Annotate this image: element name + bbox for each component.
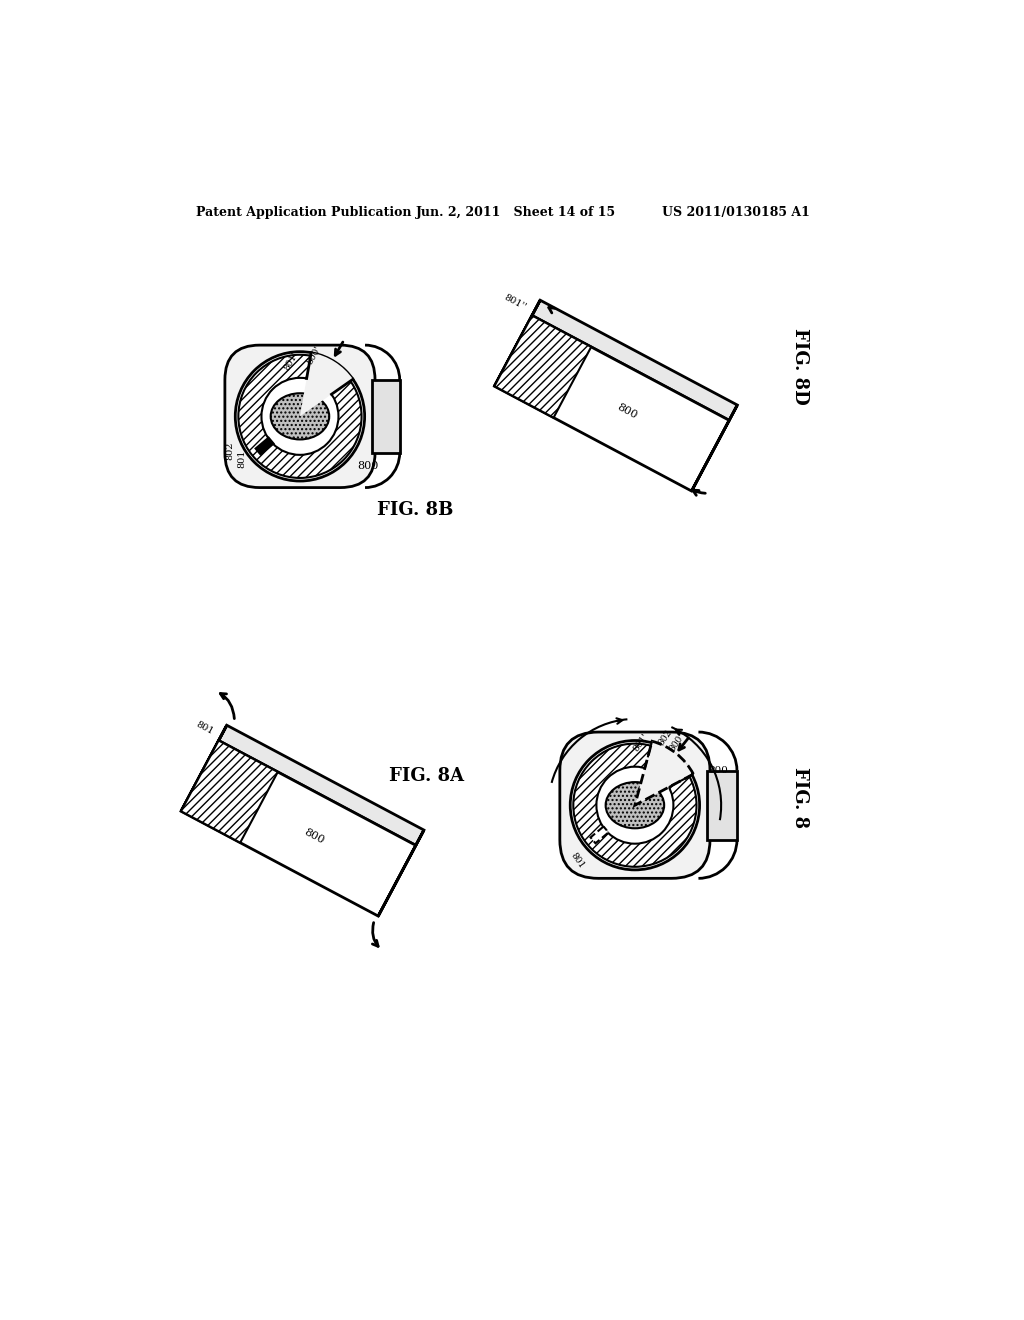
Ellipse shape — [270, 393, 330, 440]
Text: 800: 800 — [708, 766, 728, 775]
Text: 800': 800' — [668, 731, 686, 752]
Polygon shape — [219, 725, 424, 845]
Polygon shape — [256, 438, 273, 454]
Text: 801'': 801'' — [503, 293, 528, 312]
Polygon shape — [691, 405, 737, 491]
Text: FIG. 8D: FIG. 8D — [792, 327, 809, 404]
Text: 801': 801' — [282, 350, 300, 372]
Text: 802: 802 — [225, 442, 234, 461]
Text: 801: 801 — [195, 719, 215, 737]
Polygon shape — [495, 315, 591, 417]
Wedge shape — [635, 742, 693, 805]
Circle shape — [573, 743, 696, 867]
Text: 801': 801' — [632, 731, 650, 752]
Circle shape — [596, 767, 674, 843]
Polygon shape — [495, 315, 729, 491]
Ellipse shape — [605, 781, 665, 829]
Wedge shape — [300, 352, 353, 416]
Circle shape — [261, 378, 339, 455]
Circle shape — [239, 355, 361, 478]
Polygon shape — [707, 771, 737, 840]
Text: FIG. 8: FIG. 8 — [792, 767, 809, 828]
Text: 802: 802 — [656, 729, 674, 747]
Polygon shape — [378, 830, 424, 916]
Text: Patent Application Publication: Patent Application Publication — [196, 206, 412, 219]
Text: 801: 801 — [238, 449, 246, 469]
Text: 801: 801 — [568, 851, 586, 871]
Polygon shape — [181, 741, 416, 916]
Circle shape — [570, 741, 699, 870]
Polygon shape — [181, 725, 226, 812]
FancyBboxPatch shape — [560, 733, 710, 878]
Text: 800: 800 — [615, 401, 639, 420]
Text: US 2011/0130185 A1: US 2011/0130185 A1 — [662, 206, 810, 219]
Circle shape — [236, 351, 365, 480]
FancyBboxPatch shape — [225, 345, 375, 487]
Polygon shape — [372, 380, 399, 453]
Text: Jun. 2, 2011   Sheet 14 of 15: Jun. 2, 2011 Sheet 14 of 15 — [416, 206, 615, 219]
Polygon shape — [591, 826, 608, 843]
Polygon shape — [532, 300, 737, 420]
Text: FIG. 8B: FIG. 8B — [377, 502, 454, 519]
Text: 800: 800 — [302, 826, 326, 845]
Polygon shape — [181, 741, 278, 842]
Text: 800: 800 — [357, 462, 379, 471]
Text: FIG. 8A: FIG. 8A — [388, 767, 464, 784]
Polygon shape — [495, 300, 541, 387]
Text: 800': 800' — [305, 345, 323, 367]
